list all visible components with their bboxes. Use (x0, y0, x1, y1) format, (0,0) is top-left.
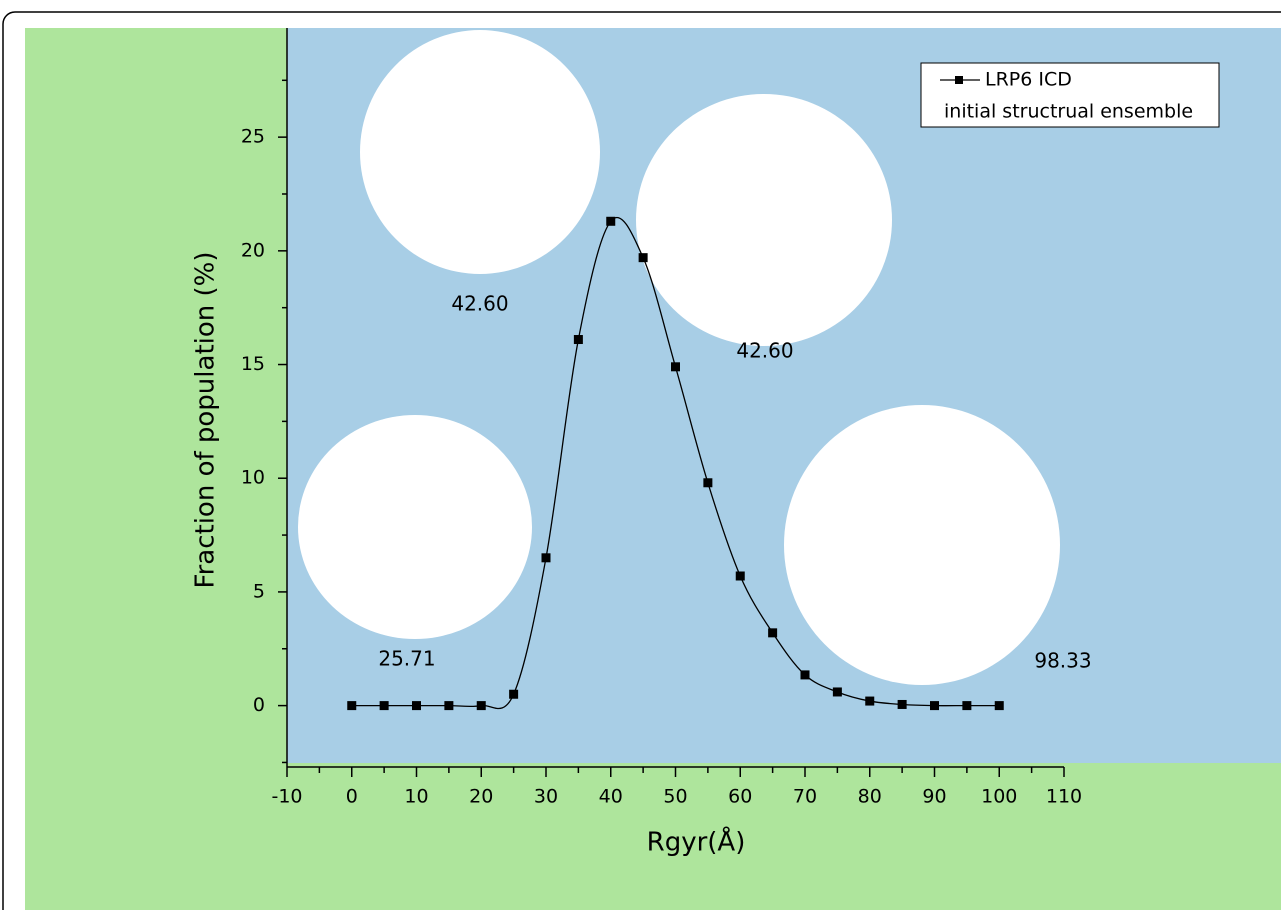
annotation: 42.60 (451, 292, 508, 316)
legend-label: LRP6 ICD (985, 69, 1072, 91)
x-tick-label: 100 (981, 786, 1017, 808)
y-tick-label: 5 (253, 580, 265, 602)
data-point (995, 701, 1004, 710)
x-tick-label: 40 (599, 786, 623, 808)
data-point (606, 217, 615, 226)
structure-image (360, 30, 600, 274)
data-point (477, 701, 486, 710)
data-point (671, 362, 680, 371)
y-tick-label: 10 (241, 467, 265, 489)
structure-image (298, 415, 532, 639)
data-point (542, 553, 551, 562)
y-tick-label: 0 (253, 694, 265, 716)
data-point (930, 701, 939, 710)
x-axis-label: Rgyr(Å) (647, 826, 746, 858)
data-point (962, 701, 971, 710)
x-tick-label: 30 (534, 786, 558, 808)
structure-image (784, 405, 1060, 685)
x-tick-label: 0 (346, 786, 358, 808)
legend-marker (955, 76, 963, 84)
x-tick-label: 60 (728, 786, 752, 808)
data-point (347, 701, 356, 710)
y-tick-label: 25 (241, 126, 265, 148)
y-tick-label: 20 (241, 239, 265, 261)
y-tick-label: 15 (241, 353, 265, 375)
annotation: 98.33 (1034, 649, 1091, 673)
x-tick-label: 80 (858, 786, 882, 808)
data-point (768, 628, 777, 637)
y-axis-label: Fraction of population (%) (191, 252, 221, 589)
data-point (898, 700, 907, 709)
data-point (509, 690, 518, 699)
data-point (703, 478, 712, 487)
figure: 42.60 42.60 25.71 98.33 LRP6 ICD initial… (0, 0, 1281, 910)
legend-subtitle: initial structrual ensemble (944, 101, 1193, 123)
data-point (865, 697, 874, 706)
data-point (574, 335, 583, 344)
data-point (801, 670, 810, 679)
x-tick-label: -10 (271, 786, 302, 808)
x-tick-label: 20 (469, 786, 493, 808)
x-tick-label: 10 (404, 786, 428, 808)
structure-image (636, 94, 892, 346)
data-point (444, 701, 453, 710)
x-tick-label: 90 (922, 786, 946, 808)
x-tick-label: 70 (793, 786, 817, 808)
data-point (412, 701, 421, 710)
data-point (833, 687, 842, 696)
data-point (380, 701, 389, 710)
annotation: 42.60 (736, 339, 793, 363)
x-tick-label: 110 (1046, 786, 1082, 808)
annotation: 25.71 (378, 647, 435, 671)
x-tick-label: 50 (663, 786, 687, 808)
data-point (736, 571, 745, 580)
data-point (639, 253, 648, 262)
